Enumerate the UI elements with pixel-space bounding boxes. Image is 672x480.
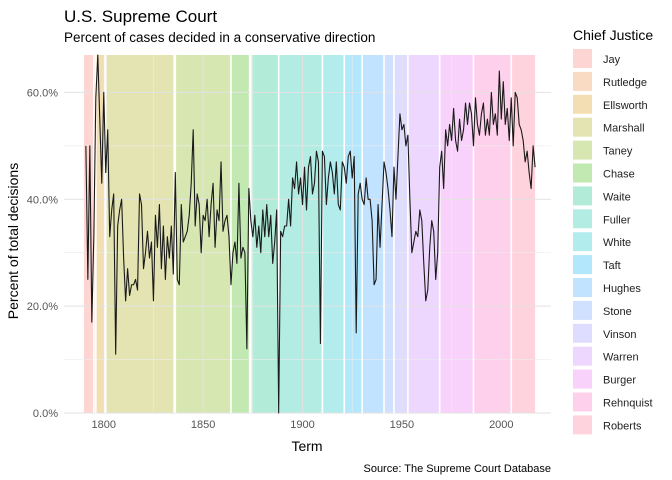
legend-label-taney: Taney <box>603 146 633 158</box>
legend-key-bg <box>573 117 592 137</box>
x-axis-ticks: 1800 1850 1900 1950 2000 <box>92 419 514 431</box>
x-axis-title: Term <box>291 438 322 454</box>
legend-label-hughes: Hughes <box>603 283 641 295</box>
era-band-rutledge <box>93 55 96 413</box>
legend-label-burger: Burger <box>603 375 636 387</box>
legend-label-rehnquist: Rehnquist <box>603 398 653 410</box>
legend-key-bg <box>573 140 592 160</box>
legend-key-bg <box>573 94 592 114</box>
legend-key-bg <box>573 346 592 366</box>
legend-key-taft <box>573 255 592 275</box>
era-band-ellsworth <box>95 55 104 413</box>
legend-label-chase: Chase <box>603 169 635 181</box>
y-tick-label: 40.0% <box>27 194 58 206</box>
legend-key-fuller <box>573 209 592 229</box>
legend-key-chase <box>573 163 592 183</box>
era-band-hughes <box>362 55 385 413</box>
y-axis-ticks: 0.0% 20.0% 40.0% 60.0% <box>27 87 58 420</box>
chart-title: U.S. Supreme Court <box>64 7 217 26</box>
x-tick-label: 1950 <box>390 419 414 431</box>
legend-title: Chief Justice <box>573 27 653 43</box>
legend-key-bg <box>573 71 592 91</box>
legend-key-bg <box>573 186 592 206</box>
legend-label-vinson: Vinson <box>603 329 636 341</box>
chart-caption: Source: The Supreme Court Database <box>363 463 551 475</box>
x-tick-label: 1900 <box>290 419 314 431</box>
legend-label-rutledge: Rutledge <box>603 77 647 89</box>
legend-key-taney <box>573 140 592 160</box>
legend-key-bg <box>573 323 592 343</box>
legend-key-white <box>573 232 592 252</box>
legend-key-bg <box>573 415 592 435</box>
era-band-warren <box>407 55 440 413</box>
y-axis-title: Percent of total decisions <box>5 163 21 319</box>
legend-key-rutledge <box>573 71 592 91</box>
legend-label-taft: Taft <box>603 260 621 272</box>
legend-label-stone: Stone <box>603 306 632 318</box>
legend-key-bg <box>573 392 592 412</box>
era-band-stone <box>384 55 394 413</box>
legend-label-fuller: Fuller <box>603 214 631 226</box>
legend-key-bg <box>573 255 592 275</box>
x-tick-label: 1800 <box>92 419 116 431</box>
era-band-taft <box>344 55 363 413</box>
legend-label-marshall: Marshall <box>603 123 645 135</box>
legend-label-jay: Jay <box>603 54 621 66</box>
legend-key-rehnquist <box>573 392 592 412</box>
legend-label-waite: Waite <box>603 191 631 203</box>
legend-key-bg <box>573 209 592 229</box>
x-tick-label: 1850 <box>191 419 215 431</box>
era-band-roberts <box>511 55 536 413</box>
legend-key-burger <box>573 369 592 389</box>
chart-subtitle: Percent of cases decided in a conservati… <box>64 30 375 45</box>
y-tick-label: 20.0% <box>27 301 58 313</box>
legend-key-bg <box>573 232 592 252</box>
legend-label-white: White <box>603 237 631 249</box>
series-group <box>85 54 536 414</box>
legend-label-roberts: Roberts <box>603 420 642 432</box>
legend-key-bg <box>573 369 592 389</box>
legend-key-roberts <box>573 415 592 435</box>
legend-key-waite <box>573 186 592 206</box>
legend-key-hughes <box>573 278 592 297</box>
legend-key-vinson <box>573 323 592 343</box>
y-tick-label: 60.0% <box>27 87 58 99</box>
legend: Jay Rutledge Ellsworth Marshall Taney Chase Wa… <box>573 49 653 435</box>
legend-key-marshall <box>573 117 592 137</box>
legend-key-jay <box>573 49 592 68</box>
legend-key-bg <box>573 300 592 320</box>
legend-key-bg <box>573 163 592 183</box>
legend-label-ellsworth: Ellsworth <box>603 100 648 112</box>
legend-label-warren: Warren <box>603 352 639 364</box>
legend-key-warren <box>573 346 592 366</box>
era-band-white <box>322 55 345 413</box>
y-tick-label: 0.0% <box>33 408 58 420</box>
legend-key-bg <box>573 49 592 68</box>
legend-key-ellsworth <box>573 94 592 114</box>
era-band-fuller <box>278 55 323 413</box>
era-band-burger <box>439 55 474 413</box>
era-band-vinson <box>393 55 408 413</box>
legend-key-stone <box>573 300 592 320</box>
x-tick-label: 2000 <box>489 419 513 431</box>
legend-key-bg <box>573 278 592 297</box>
series-line-0 <box>85 54 536 414</box>
